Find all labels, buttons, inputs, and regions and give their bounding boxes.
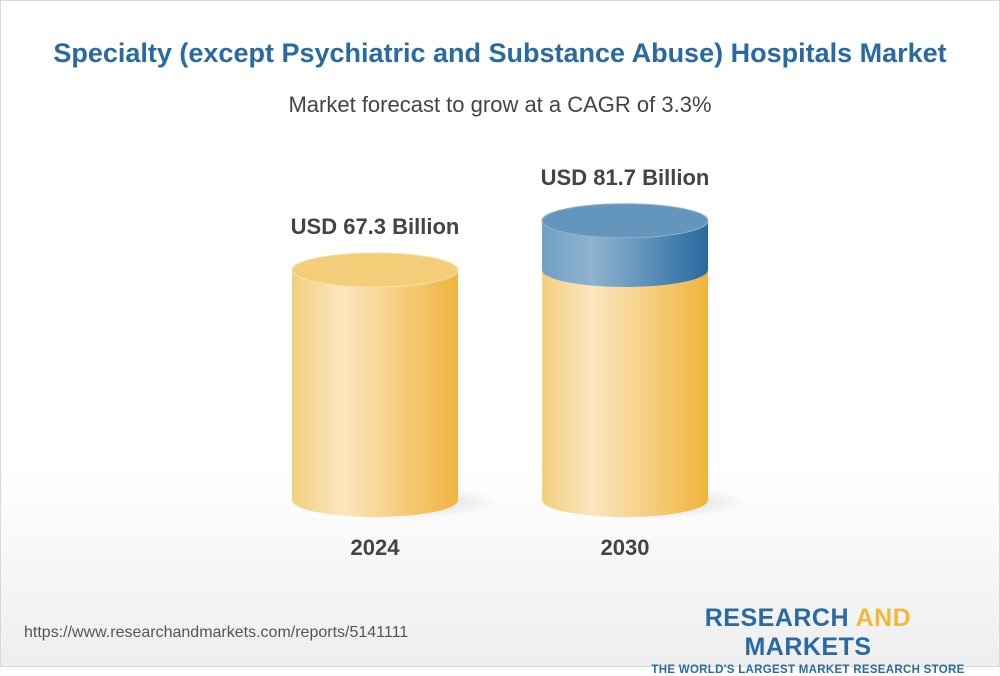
cylinder-base-body-2024 (292, 270, 458, 517)
chart-subtitle: Market forecast to grow at a CAGR of 3.3… (288, 92, 712, 117)
data-label-2024: USD 67.3 Billion (291, 214, 460, 239)
source-url[interactable]: https://www.researchandmarkets.com/repor… (24, 624, 409, 641)
cylinder-top-2030 (541, 203, 709, 239)
research-and-markets-logo: RESEARCH AND MARKETS THE WORLD'S LARGEST… (651, 604, 965, 676)
cylinder-growth-band-2030 (542, 220, 708, 287)
category-label-2030: 2030 (601, 535, 650, 560)
cylinder-base-body-2030 (542, 270, 708, 517)
chart-title: Specialty (except Psychiatric and Substa… (53, 38, 947, 68)
category-label-2024: 2024 (351, 535, 401, 560)
data-label-2030: USD 81.7 Billion (541, 165, 710, 190)
cylinder-top-2024 (291, 252, 459, 288)
